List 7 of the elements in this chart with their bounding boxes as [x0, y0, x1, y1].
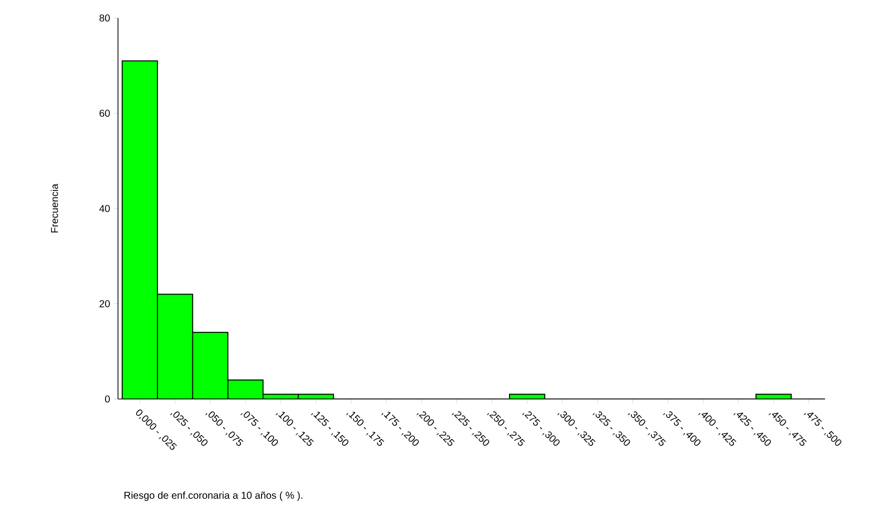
y-tick-label: 0: [105, 395, 110, 403]
y-axis-title: Frecuencia: [50, 184, 58, 232]
y-tick-label: 20: [100, 300, 110, 308]
x-axis-title: Riesgo de enf.coronaria a 10 años ( % ).: [124, 491, 302, 501]
y-tick-label: 60: [100, 110, 110, 117]
y-tick-label: 40: [99, 204, 110, 212]
y-tick-label: 80: [100, 14, 110, 22]
